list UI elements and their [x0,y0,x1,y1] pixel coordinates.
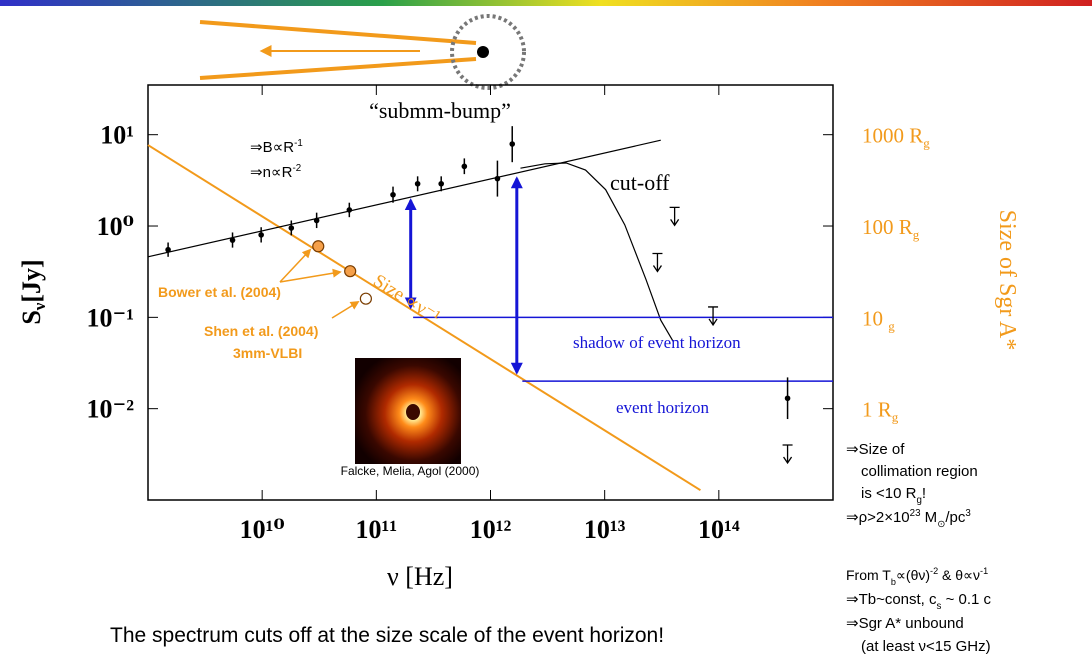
y2-axis-label: Size of Sgr A* [994,210,1020,351]
annotation: 3mm-VLBI [233,345,302,361]
text-part: ⇒Size of [846,441,905,458]
vlbi-point [345,266,356,277]
note: (at least ν<15 GHz) [861,638,991,655]
y2-tick-label: 1 Rg [862,398,899,425]
x-tick-label: 10¹⁴ [698,515,740,544]
text-part: ⇒n∝R [250,164,293,181]
annotation: event horizon [616,398,709,417]
annotation: ⇒B∝R-1 [250,138,303,156]
upper-limit [783,445,793,463]
caption: The spectrum cuts off at the size scale … [110,624,664,647]
upper-limit [708,307,718,325]
annotation: Shen et al. (2004) [204,323,318,339]
y2-tick-sub: g [913,227,920,242]
text-part: [Jy] [17,259,46,302]
text-part: ⇒ρ>2×10 [846,509,910,526]
text-part: & θ∝ν [938,567,980,583]
annotation: ⇒n∝R-2 [250,163,301,181]
text-part: 3 [965,508,970,519]
data-point [314,218,320,224]
text-part: 23 [910,508,921,519]
data-point [495,176,501,182]
inset-credit: Falcke, Melia, Agol (2000) [341,464,480,478]
text-part: ⇒Tb~const, c [846,591,937,608]
note: From Tb∝(θν)-2 & θ∝ν-1 [846,566,988,587]
note: is <10 Rg! [861,485,926,506]
y2-tick-text: 1 R [862,398,892,422]
data-point [509,141,515,147]
y2-tick-sub: g [923,136,930,151]
text-part: From T [846,567,891,583]
text-part: ∝(θν) [896,567,930,583]
text-part: collimation region [861,463,978,480]
data-point [230,237,236,243]
y-tick-label: 10¹ [100,121,134,150]
text-part: S [17,310,46,324]
vlbi-point [360,293,371,304]
y-tick-label: 10⁻¹ [86,303,134,332]
x-tick-label: 10¹³ [584,515,626,544]
vlbi-point [313,241,324,252]
y-tick-label: 10⁻² [86,395,134,424]
text-part: -1 [980,566,988,576]
y2-tick-sub: g [892,410,899,425]
note: ⇒Sgr A* unbound [846,615,964,632]
data-point [258,232,264,238]
note: ⇒Tb~const, cs ~ 0.1 c [846,591,992,612]
upper-limit [652,254,662,272]
text-part: ! [922,485,926,502]
notes: ⇒Size of collimation region is <10 Rg! ⇒… [846,441,992,655]
text-part: M [921,509,938,526]
text-part: -1 [294,138,303,149]
text-part: ⇒Sgr A* unbound [846,615,964,632]
inset-image [355,358,461,464]
slide: 10¹⁰10¹¹10¹²10¹³10¹⁴10⁻²10⁻¹10⁰10¹1 Rg10… [0,0,1092,664]
y2-tick-label: 10 g [862,306,895,333]
jet-diagram [200,16,524,88]
text-part: ⇒B∝R [250,139,294,156]
annotation: shadow of event horizon [573,333,741,352]
data-point [390,192,396,198]
text-part: ~ 0.1 c [941,591,991,608]
data-point [438,181,444,187]
data-point [415,181,421,187]
data-point [785,395,791,401]
y-tick-label: 10⁰ [97,212,134,241]
upper-limit [670,207,680,225]
fit-line [148,140,661,257]
y2-tick-text: 100 R [862,215,913,239]
y2-tick-text: 10 [862,306,888,330]
annotation: Size ∝ν⁻¹ [369,270,444,328]
x-tick-label: 10¹⁰ [240,515,285,544]
y-axis-label: Sν[Jy] [17,259,49,324]
data-point [462,164,468,170]
text-part: -2 [930,566,938,576]
annotation: cut-off [610,170,670,195]
y2-tick-sub: g [888,318,895,333]
text-part: /pc [945,509,966,526]
text-part: ⊙ [937,519,945,530]
text-part: (at least ν<15 GHz) [861,638,991,655]
rainbow-bar [0,0,1092,6]
x-tick-label: 10¹² [470,515,512,544]
y2-tick-text: 1000 R [862,124,923,148]
data-point [165,247,171,253]
x-tick-label: 10¹¹ [356,515,398,544]
y2-tick-label: 1000 Rg [862,124,930,151]
data-point [347,207,353,213]
y2-tick-label: 100 Rg [862,215,920,242]
text-part: -2 [292,163,301,174]
note: ⇒ρ>2×1023 M⊙/pc3 [846,508,971,530]
annotation: Bower et al. (2004) [158,284,281,300]
label-arrows [280,250,358,318]
note: ⇒Size of [846,441,905,458]
text-part: is <10 R [861,485,917,502]
data-point [289,225,295,231]
x-axis-label: ν [Hz] [387,562,453,591]
annotation: “submm-bump” [369,98,511,123]
note: collimation region [861,463,978,480]
